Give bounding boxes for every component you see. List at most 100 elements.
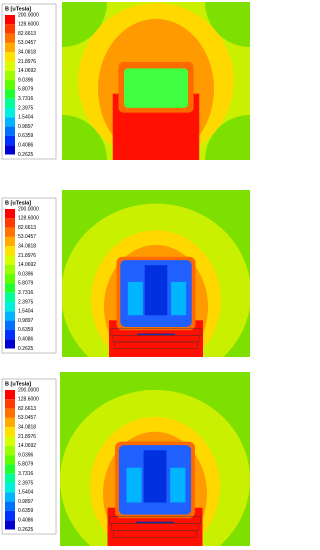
legend-label: 0.9897 <box>18 499 34 505</box>
legend-label: 1.5404 <box>18 309 34 315</box>
rail <box>137 333 175 336</box>
legend-label: 82.6613 <box>18 406 36 412</box>
legend: B [uTesla]200.0000 128.6000 82.6613 53.0457… <box>1 197 57 354</box>
corner <box>205 115 250 160</box>
panel: B [uTesla]200.0000 128.6000 82.6613 53.0457… <box>1 2 250 160</box>
box-dark <box>143 450 167 503</box>
legend-label: 14.0692 <box>18 262 36 268</box>
legend-label: 0.9897 <box>18 318 34 324</box>
color-band <box>5 501 15 511</box>
legend-label: 34.0818 <box>18 425 36 431</box>
color-band <box>5 42 15 53</box>
legend-label: 0.6359 <box>18 327 34 333</box>
legend-label: 5.8079 <box>18 462 34 468</box>
legend-label: 82.6613 <box>18 225 36 231</box>
color-band <box>5 126 15 136</box>
panel: B [uTesla]200.0000 128.6000 82.6613 53.0457… <box>1 190 250 357</box>
color-band <box>5 320 15 330</box>
corner <box>62 115 107 160</box>
legend-label: 0.6359 <box>18 508 34 514</box>
legend-label: 2.3975 <box>18 480 34 486</box>
color-band <box>5 70 15 81</box>
legend-label: 34.0818 <box>18 50 36 56</box>
color-band <box>5 255 15 265</box>
legend-label: 82.6613 <box>18 31 36 37</box>
box-light <box>126 467 142 503</box>
corner <box>205 2 250 47</box>
color-band <box>5 135 15 146</box>
legend-label: 9.0396 <box>18 77 34 83</box>
legend-label: 1.5404 <box>18 490 34 496</box>
outline <box>112 530 197 538</box>
legend-label: 21.8976 <box>18 253 36 259</box>
legend-label: 0.2625 <box>18 152 34 158</box>
legend-label: 0.4086 <box>18 143 34 149</box>
color-band <box>5 436 15 446</box>
color-band <box>5 483 15 493</box>
color-band <box>5 274 15 284</box>
field-plot <box>62 190 250 357</box>
legend-label: 0.2625 <box>18 346 34 352</box>
legend: B [uTesla]200.0000 128.6000 82.6613 53.0457… <box>1 3 57 160</box>
legend-label: 200.0000 <box>18 12 39 18</box>
legend-label: 9.0396 <box>18 452 34 458</box>
rail <box>136 521 174 524</box>
color-band <box>5 283 15 293</box>
legend-label: 3.7316 <box>18 471 34 477</box>
color-band <box>5 492 15 502</box>
legend-title: B [uTesla] <box>5 6 31 12</box>
figure: B [uTesla]200.0000128.600082.661353.0457… <box>1 2 250 546</box>
legend-title: B [uTesla] <box>5 381 31 387</box>
corner <box>62 2 107 47</box>
color-band <box>5 520 15 530</box>
color-band <box>5 390 15 400</box>
color-band <box>5 236 15 247</box>
color-band <box>5 464 15 474</box>
legend-label: 5.8079 <box>18 281 34 287</box>
color-band <box>5 15 15 25</box>
outline <box>114 341 198 349</box>
legend-label: 0.9897 <box>18 124 34 130</box>
legend-label: 2.3975 <box>18 299 34 305</box>
legend-label: 9.0396 <box>18 271 34 277</box>
legend-label: 21.8976 <box>18 59 36 65</box>
color-band <box>5 246 15 256</box>
color-band <box>5 399 15 409</box>
legend-title: B [uTesla] <box>5 200 31 206</box>
box-dark <box>144 265 168 316</box>
color-band <box>5 80 15 90</box>
legend-label: 5.8079 <box>18 87 34 93</box>
field-plot <box>60 372 250 546</box>
legend-label: 3.7316 <box>18 96 34 102</box>
color-band <box>5 108 15 118</box>
color-band <box>5 408 15 418</box>
box-light <box>171 281 187 316</box>
color-band <box>5 33 15 43</box>
legend-label: 128.6000 <box>18 22 39 28</box>
legend-label: 0.6359 <box>18 133 34 139</box>
legend-label: 0.4086 <box>18 518 34 524</box>
color-band <box>5 473 15 483</box>
legend: B [uTesla]200.0000 128.6000 82.6613 53.0457… <box>1 378 57 535</box>
legend-label: 200.0000 <box>18 387 39 393</box>
color-band <box>5 218 15 228</box>
legend-label: 2.3975 <box>18 105 34 111</box>
color-band <box>5 292 15 302</box>
legend-label: 53.0457 <box>18 234 36 240</box>
color-band <box>5 445 15 456</box>
panel: B [uTesla]200.0000 128.6000 82.6613 53.0457… <box>1 372 250 546</box>
color-band <box>5 52 15 62</box>
color-band <box>5 427 15 437</box>
color-band <box>5 455 15 465</box>
field-plot <box>62 2 250 160</box>
color-band <box>5 311 15 321</box>
legend-label: 21.8976 <box>18 434 36 440</box>
color-band <box>5 98 15 108</box>
legend-label: 53.0457 <box>18 415 36 421</box>
color-band <box>5 329 15 340</box>
color-band <box>5 302 15 312</box>
color-band <box>5 264 15 275</box>
legend-label: 3.7316 <box>18 290 34 296</box>
legend-label: 53.0457 <box>18 40 36 46</box>
legend-label: 34.0818 <box>18 244 36 250</box>
